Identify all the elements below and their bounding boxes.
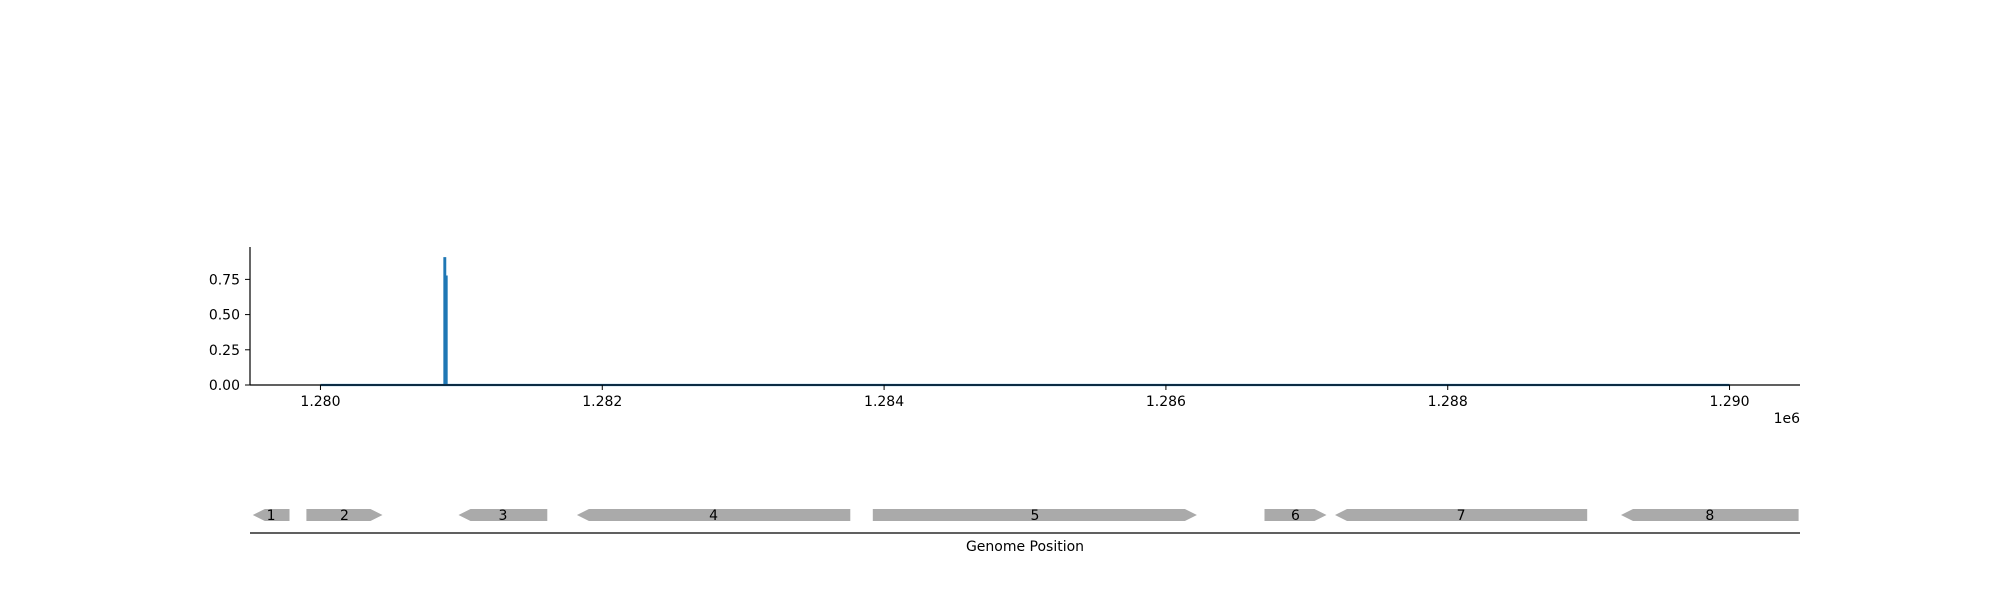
- gene-arrow-1: [252, 509, 290, 521]
- gene-label-1: 1: [267, 508, 276, 524]
- x-tick-label: 1.284: [864, 394, 904, 410]
- y-axis-ticks: 0.00 0.25 0.50 0.75: [209, 272, 250, 394]
- gene-track-xlabel: Genome Position: [966, 539, 1084, 555]
- y-tick-label: 0.25: [209, 343, 240, 359]
- gene-arrow-7: [1335, 509, 1588, 521]
- gene-label-7: 7: [1457, 508, 1466, 524]
- x-offset-label: 1e6: [1774, 411, 1801, 427]
- gene-arrow-3: [458, 509, 548, 521]
- coverage-series: [320, 257, 1730, 387]
- x-tick-label: 1.290: [1709, 394, 1749, 410]
- y-tick-label: 0.00: [209, 378, 240, 394]
- gene-label-8: 8: [1705, 508, 1714, 524]
- x-tick-label: 1.280: [300, 394, 340, 410]
- x-tick-label: 1.288: [1428, 394, 1468, 410]
- coverage-chart: 1.280 1.282 1.284 1.286 1.288 1.290 0.000.250…: [209, 247, 1800, 427]
- x-tick-label: 1.282: [582, 394, 622, 410]
- gene-label-4: 4: [709, 508, 718, 524]
- coverage-line-0: [320, 257, 1730, 387]
- x-axis-ticks: 1.280 1.282 1.284 1.286 1.288 1.290: [300, 385, 1750, 410]
- gene-arrow-6: [1264, 509, 1327, 521]
- y-tick-label: 0.50: [209, 308, 240, 324]
- x-tick-label: 1.286: [1146, 394, 1186, 410]
- y-tick-label: 0.75: [209, 272, 240, 288]
- gene-arrow-5: [872, 509, 1197, 521]
- gene-label-6: 6: [1291, 508, 1300, 524]
- gene-label-2: 2: [340, 508, 349, 524]
- gene-label-3: 3: [498, 508, 507, 524]
- gene-arrow-8: [1621, 509, 1799, 521]
- gene-label-5: 5: [1030, 508, 1039, 524]
- gene-arrow-2: [306, 509, 383, 521]
- gene-arrow-4: [576, 509, 851, 521]
- gene-arrows: 1 2 3 4 5 6 7 8: [252, 508, 1799, 524]
- gene-track: 1 2 3 4 5 6 7 8 Genome Position: [250, 508, 1800, 555]
